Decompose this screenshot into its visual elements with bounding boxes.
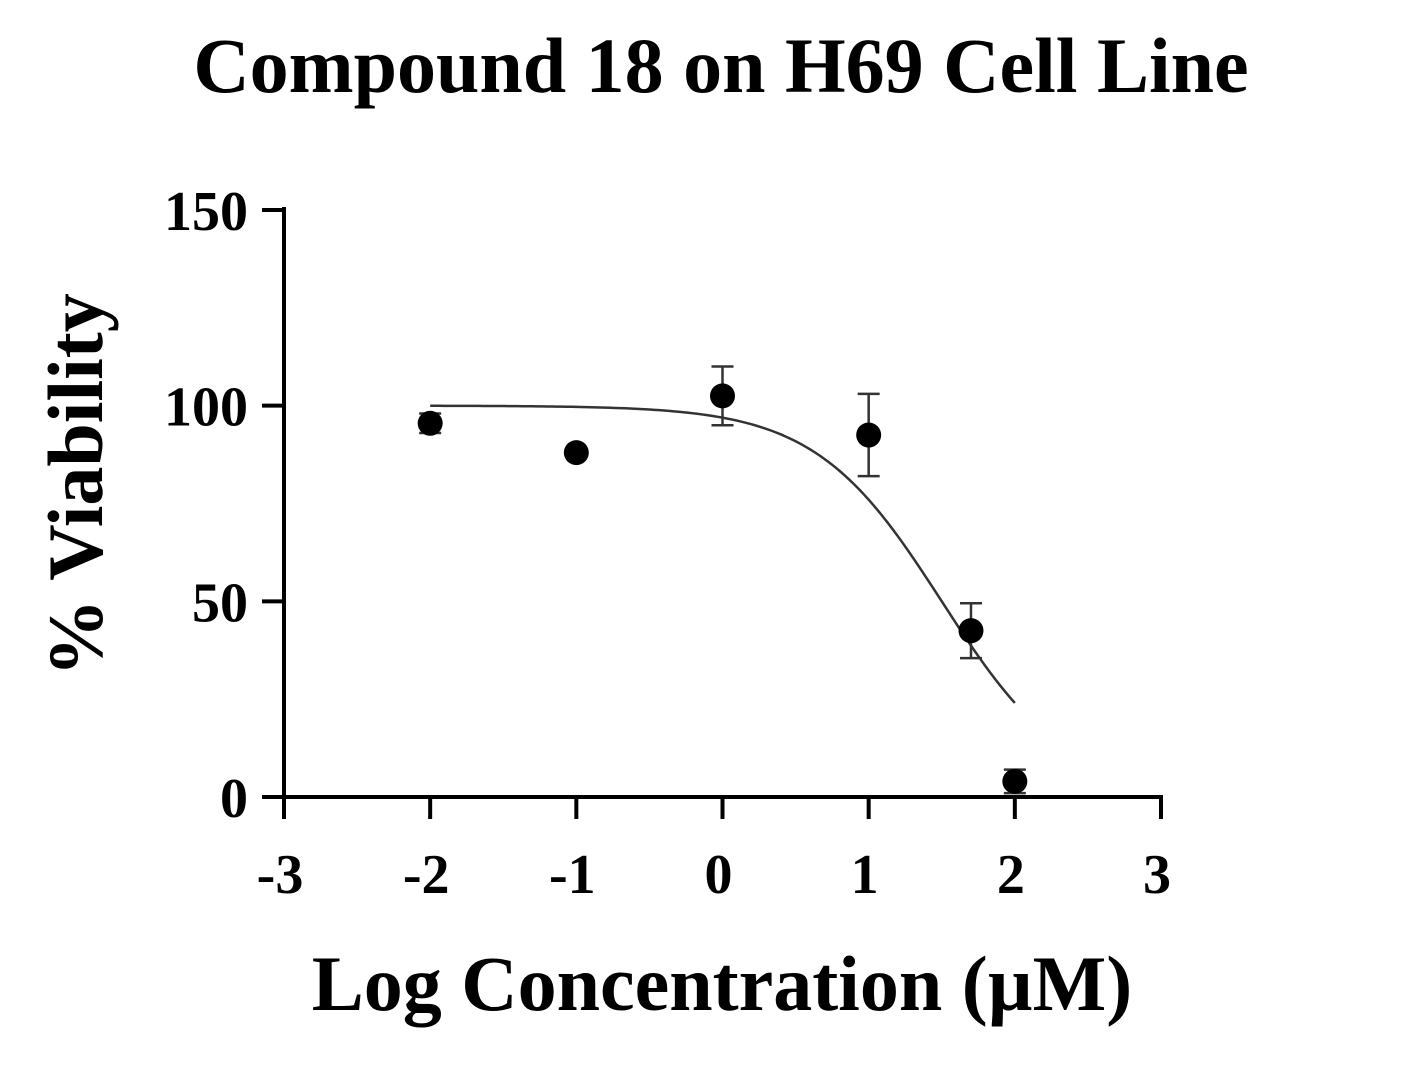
y-tick-label: 50 [192,572,248,634]
x-tick-label: 3 [1143,844,1171,906]
x-tick-label: -1 [549,844,596,906]
error-bars [419,365,1026,795]
plot-area: 0 50 100 150 -3 -2 -1 0 1 2 3 [164,181,1171,906]
y-tick-label: 0 [220,768,248,830]
fit-curve [430,404,1016,704]
x-ticks: -3 -2 -1 0 1 2 3 [257,797,1171,906]
x-tick-label: -3 [257,844,304,906]
x-axis-label: Log Concentration (µM) [312,940,1133,1027]
x-tick-label: 0 [705,844,733,906]
y-axis-label: % Viability [32,293,119,677]
data-point [710,383,735,409]
data-point [856,422,882,448]
y-tick-label: 100 [164,377,248,439]
chart-title: Compound 18 on H69 Cell Line [193,22,1248,109]
data-point [1002,768,1028,794]
data-point [563,440,589,466]
y-ticks: 0 50 100 150 [164,181,284,830]
data-point [417,410,443,436]
x-tick-label: -2 [403,844,450,906]
y-tick-label: 150 [164,181,248,243]
x-tick-label: 2 [997,844,1025,906]
data-point [958,618,984,644]
x-tick-label: 1 [851,844,879,906]
data-points [417,383,1028,794]
